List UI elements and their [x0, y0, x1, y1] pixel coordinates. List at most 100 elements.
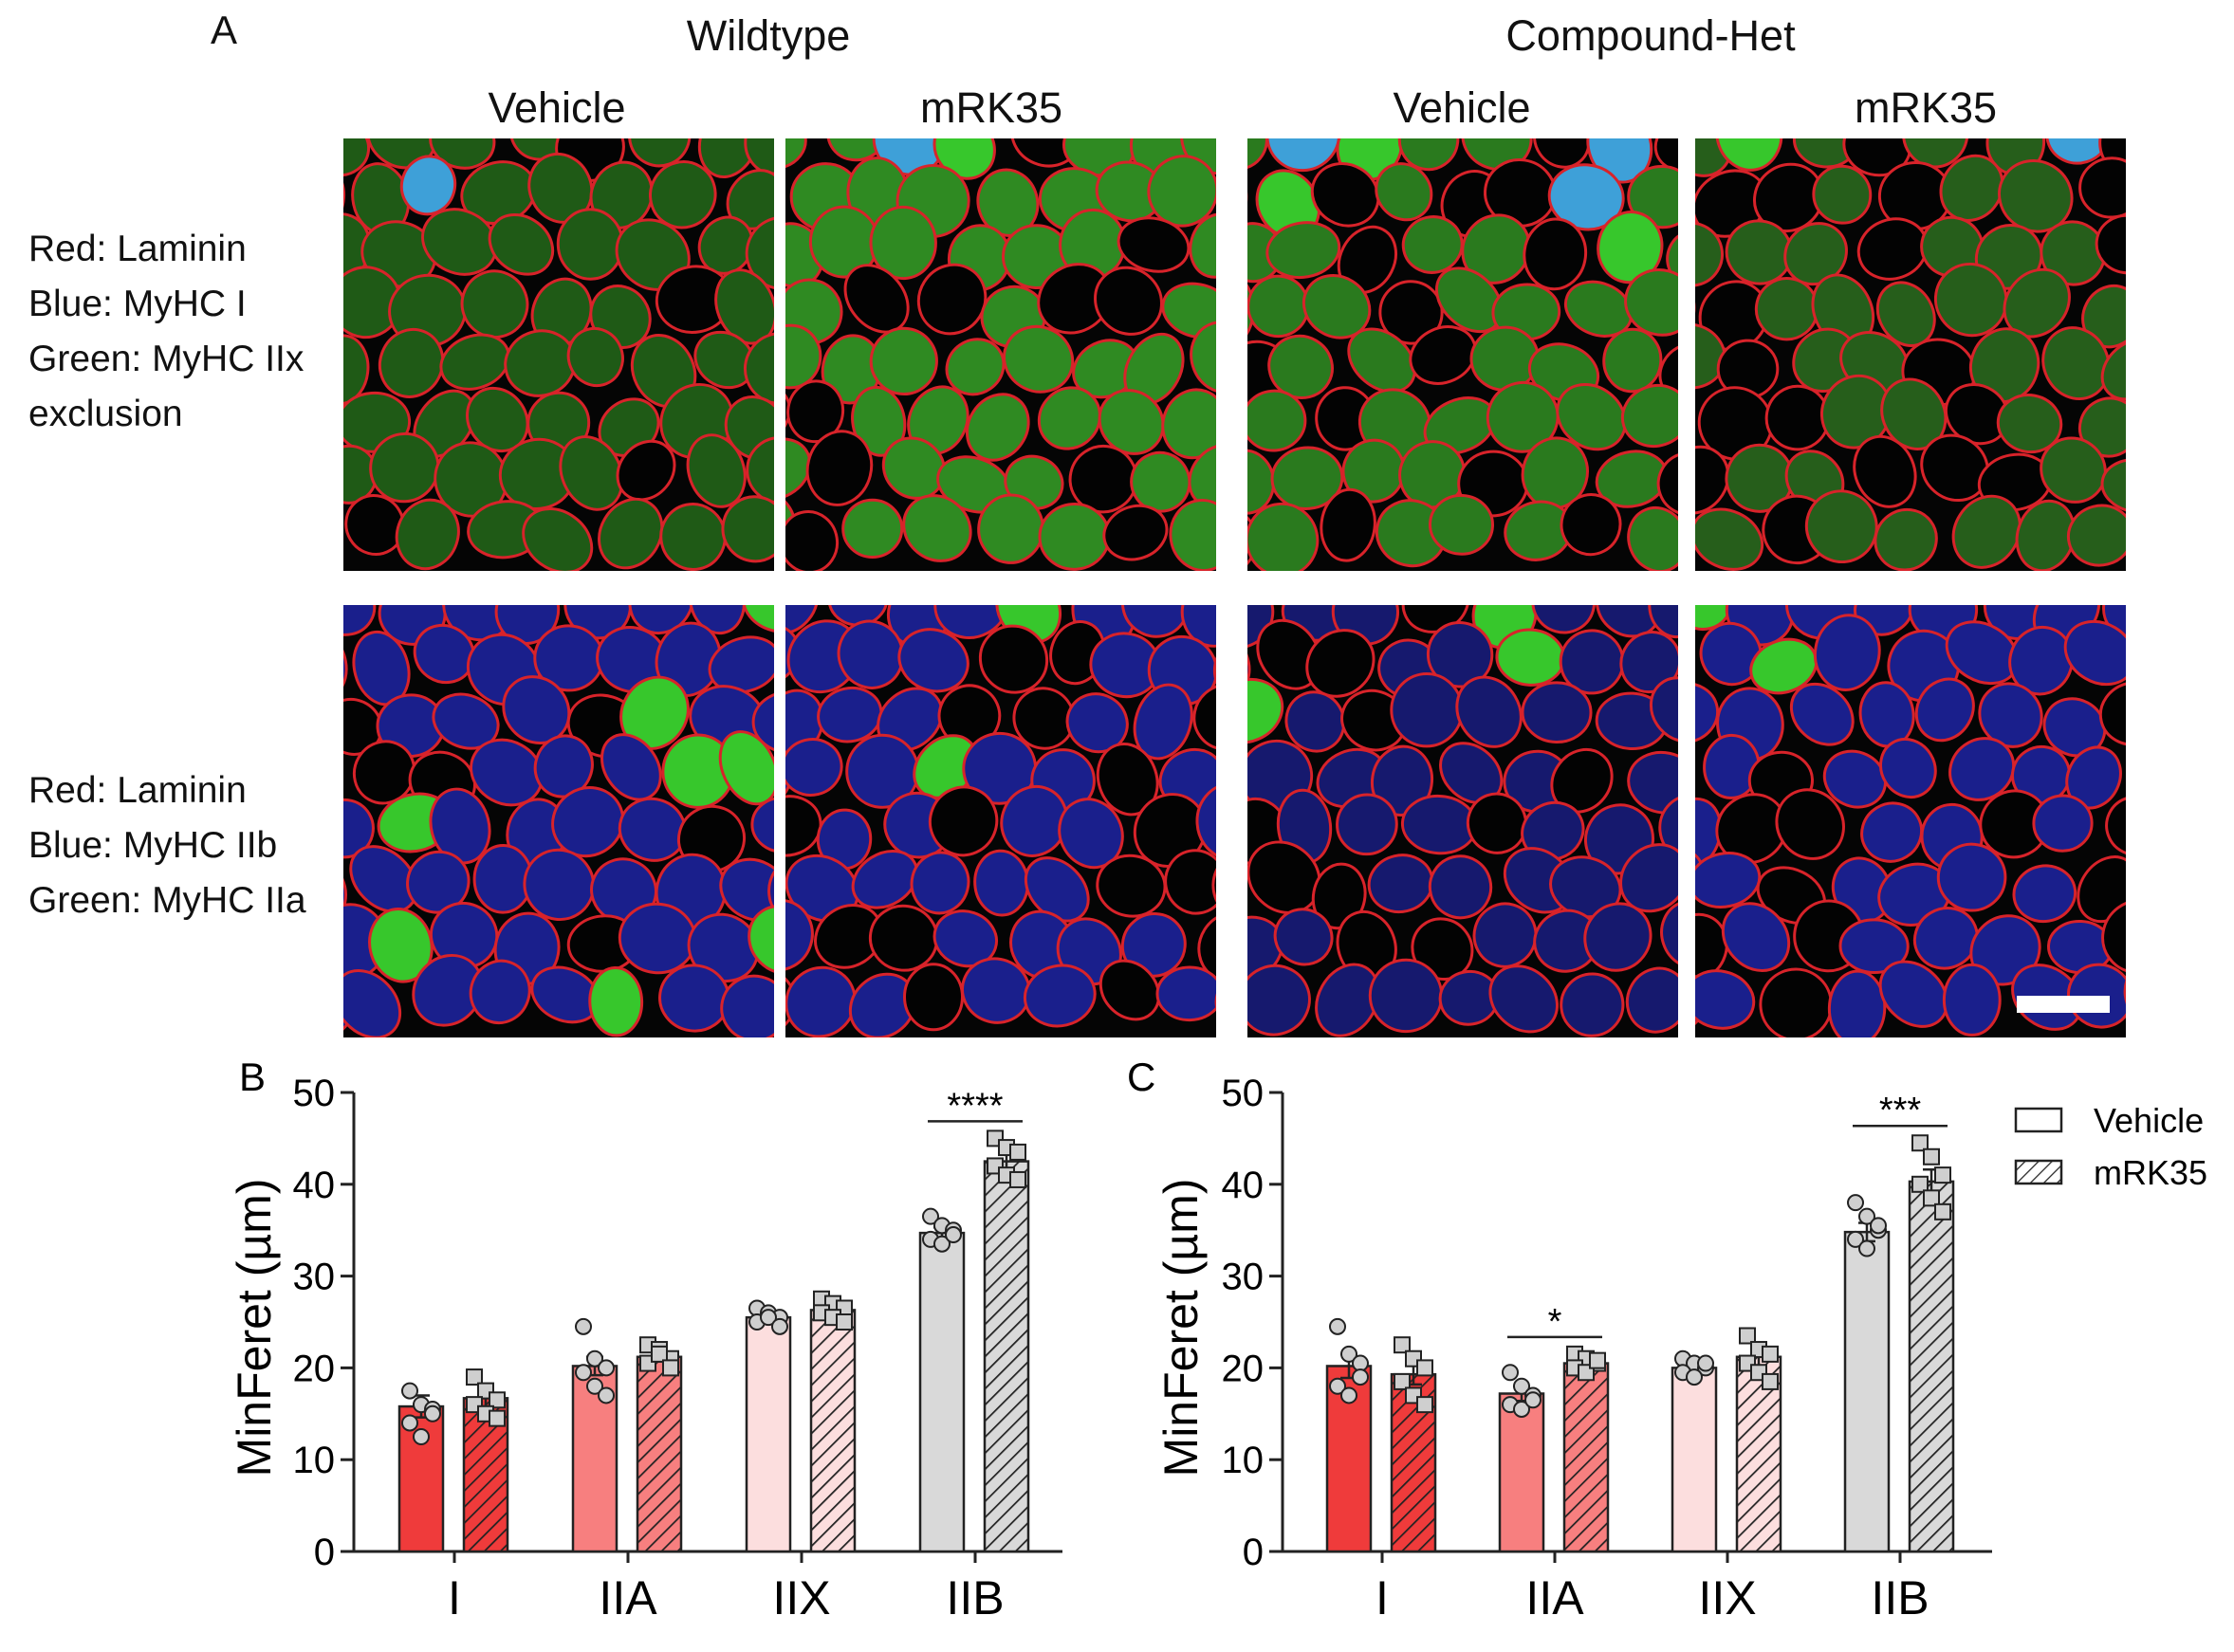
data-point-vehicle [1340, 1386, 1357, 1404]
micrograph-het-mrk35-row2 [1695, 605, 2126, 1037]
y-tick-label: 50 [293, 1073, 336, 1114]
data-point-vehicle [1513, 1400, 1530, 1418]
data-point-mrk35 [489, 1391, 506, 1409]
data-point-vehicle [760, 1309, 777, 1327]
stain-legend-row-1: Red: Laminin Blue: MyHC I Green: MyHC II… [28, 222, 304, 442]
bar-IIA-mrk35 [636, 1355, 683, 1553]
stain-line: Blue: MyHC I [28, 284, 247, 324]
column-title-het-mrk35: mRK35 [1854, 83, 1998, 132]
micrograph-wt-mrk35-row1 [785, 138, 1216, 571]
stain-line: Red: Laminin [28, 229, 247, 269]
data-point-mrk35 [1762, 1345, 1779, 1363]
data-point-vehicle [1858, 1207, 1875, 1225]
data-point-mrk35 [1416, 1396, 1433, 1414]
data-point-vehicle [1858, 1239, 1875, 1257]
x-tick-label: I [448, 1571, 461, 1624]
charts-area: B C MinFeret (µm) MinFeret (µm) 0 10 20 30 4… [228, 1055, 2207, 1624]
data-point-vehicle [1847, 1230, 1864, 1248]
data-point-mrk35 [836, 1313, 853, 1331]
data-point-vehicle [1686, 1368, 1703, 1386]
x-tick-label: IIA [1525, 1571, 1584, 1624]
data-point-vehicle [413, 1428, 430, 1445]
data-point-mrk35 [1739, 1327, 1756, 1345]
stain-legend-row-2: Red: Laminin Blue: MyHC IIb Green: MyHC … [28, 763, 306, 928]
legend-label-mrk35: mRK35 [2094, 1153, 2207, 1192]
chart-b-ylabel: MinFeret (µm) [228, 1179, 281, 1478]
data-point-vehicle [586, 1349, 603, 1367]
bar-IIX-vehicle [1671, 1367, 1718, 1553]
bar-IIA-mrk35 [1562, 1362, 1610, 1553]
data-point-vehicle [424, 1404, 441, 1423]
stain-line: Green: MyHC IIx [28, 339, 305, 379]
legend-swatch-mrk35 [2014, 1159, 2063, 1185]
data-point-vehicle [586, 1377, 603, 1395]
column-title-wildtype-mrk35: mRK35 [919, 83, 1063, 132]
y-tick-label: 40 [293, 1165, 336, 1206]
panel-letter-b: B [239, 1055, 266, 1099]
data-point-mrk35 [1416, 1359, 1433, 1377]
bar-IIB-vehicle [1843, 1230, 1891, 1553]
data-point-vehicle [1847, 1194, 1864, 1212]
significance-label: **** [947, 1086, 1003, 1126]
data-point-vehicle [575, 1317, 592, 1335]
data-point-vehicle [1513, 1377, 1530, 1395]
x-tick-label: IIA [599, 1571, 657, 1624]
data-point-vehicle [1329, 1377, 1346, 1395]
bar-IIX-mrk35 [809, 1309, 857, 1553]
data-point-mrk35 [1009, 1170, 1026, 1188]
x-tick-label: IIX [1698, 1571, 1756, 1624]
data-point-mrk35 [1911, 1134, 1929, 1152]
data-point-mrk35 [466, 1368, 483, 1386]
data-point-vehicle [1697, 1354, 1714, 1372]
data-point-mrk35 [1934, 1202, 1951, 1221]
stain-line: Red: Laminin [28, 770, 247, 811]
data-point-mrk35 [651, 1345, 668, 1363]
chart-c-ylabel: MinFeret (µm) [1154, 1179, 1208, 1478]
micrograph-wt-vehicle-row2 [343, 605, 774, 1037]
y-tick-label: 30 [1222, 1257, 1265, 1298]
bar-IIA-vehicle [1498, 1392, 1545, 1553]
y-tick-label: 20 [293, 1348, 336, 1389]
y-tick-label: 0 [1243, 1532, 1264, 1573]
stain-line: exclusion [28, 394, 183, 434]
data-point-mrk35 [1934, 1166, 1951, 1184]
x-tick-label: IIB [946, 1571, 1004, 1624]
data-point-mrk35 [1923, 1147, 1940, 1166]
data-point-vehicle [401, 1414, 418, 1432]
data-point-mrk35 [1911, 1175, 1929, 1193]
bar-IIX-vehicle [745, 1315, 792, 1553]
scale-bar [2017, 996, 2110, 1013]
data-point-mrk35 [1394, 1336, 1411, 1354]
x-tick-label: IIX [772, 1571, 830, 1624]
data-point-vehicle [945, 1226, 962, 1244]
stain-line: Green: MyHC IIa [28, 880, 306, 921]
data-point-mrk35 [489, 1409, 506, 1427]
data-point-mrk35 [1589, 1351, 1606, 1369]
y-tick-label: 40 [1222, 1165, 1265, 1206]
micrograph-het-vehicle-row1 [1247, 138, 1678, 571]
column-title-wildtype-vehicle: Vehicle [488, 83, 626, 132]
micrograph-wt-vehicle-row1 [343, 138, 774, 571]
y-tick-label: 10 [293, 1440, 336, 1481]
y-tick-label: 50 [1222, 1073, 1265, 1114]
bar-IIB-vehicle [918, 1231, 966, 1553]
data-point-vehicle [933, 1235, 951, 1253]
stain-line: Blue: MyHC IIb [28, 825, 278, 866]
bar-IIX-mrk35 [1735, 1355, 1782, 1553]
data-point-mrk35 [662, 1359, 679, 1377]
bar-IIB-mrk35 [983, 1160, 1030, 1553]
data-point-mrk35 [1923, 1189, 1940, 1207]
panel-letter-c: C [1127, 1055, 1155, 1099]
data-point-vehicle [1502, 1364, 1519, 1382]
panel-letter-a: A [211, 8, 238, 52]
significance-label: *** [1879, 1091, 1922, 1130]
data-point-vehicle [575, 1364, 592, 1382]
data-point-vehicle [598, 1386, 615, 1404]
group-title-wildtype: Wildtype [686, 11, 851, 60]
chart-b: 0 10 20 30 40 50 I IIA IIX IIB **** [293, 1073, 1062, 1624]
data-point-mrk35 [1762, 1372, 1779, 1390]
significance-label: * [1548, 1302, 1562, 1342]
data-point-vehicle [1870, 1217, 1887, 1235]
data-point-vehicle [401, 1382, 418, 1400]
